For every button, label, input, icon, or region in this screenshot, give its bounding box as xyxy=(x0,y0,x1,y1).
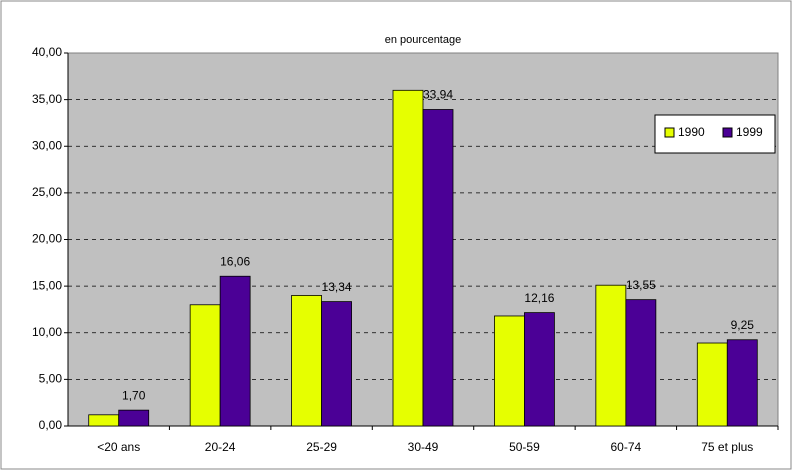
bar xyxy=(321,301,352,427)
x-tick-label: 60-74 xyxy=(611,440,642,454)
bar xyxy=(291,295,322,427)
y-tick-label: 40,00 xyxy=(32,45,62,59)
data-label: 33,94 xyxy=(423,88,453,102)
y-tick-label: 5,00 xyxy=(39,372,63,386)
y-tick-label: 0,00 xyxy=(39,418,63,432)
bar xyxy=(524,312,555,427)
bar xyxy=(595,284,627,427)
bar xyxy=(696,342,728,427)
legend-label: 1999 xyxy=(736,125,763,139)
legend-swatch xyxy=(722,127,733,138)
bar xyxy=(422,109,454,427)
data-label: 1,70 xyxy=(122,388,146,402)
bar xyxy=(625,299,657,427)
data-label: 12,16 xyxy=(524,291,554,305)
bar xyxy=(494,315,525,427)
bar xyxy=(118,409,150,427)
y-tick-label: 15,00 xyxy=(32,278,62,292)
y-tick-label: 20,00 xyxy=(32,232,62,246)
bar xyxy=(219,275,251,427)
legend-label: 1990 xyxy=(678,125,705,139)
bar xyxy=(726,339,758,427)
x-tick-label: 25-29 xyxy=(306,440,337,454)
data-label: 13,55 xyxy=(626,278,656,292)
data-label: 16,06 xyxy=(220,254,250,268)
legend-swatch xyxy=(664,127,675,138)
x-tick-label: 30-49 xyxy=(408,440,439,454)
y-tick-label: 25,00 xyxy=(32,185,62,199)
bar xyxy=(88,414,120,427)
x-tick-label: 20-24 xyxy=(205,440,236,454)
x-tick-label: <20 ans xyxy=(97,440,140,454)
data-label: 13,34 xyxy=(322,280,352,294)
legend-box xyxy=(654,114,776,154)
y-tick-label: 30,00 xyxy=(32,138,62,152)
x-tick-label: 50-59 xyxy=(509,440,540,454)
data-label: 9,25 xyxy=(731,318,755,332)
bar xyxy=(189,304,221,427)
y-tick-label: 35,00 xyxy=(32,92,62,106)
bar xyxy=(392,89,424,427)
x-tick-label: 75 et plus xyxy=(701,440,753,454)
chart-title: en pourcentage xyxy=(385,34,461,46)
y-tick-label: 10,00 xyxy=(32,325,62,339)
